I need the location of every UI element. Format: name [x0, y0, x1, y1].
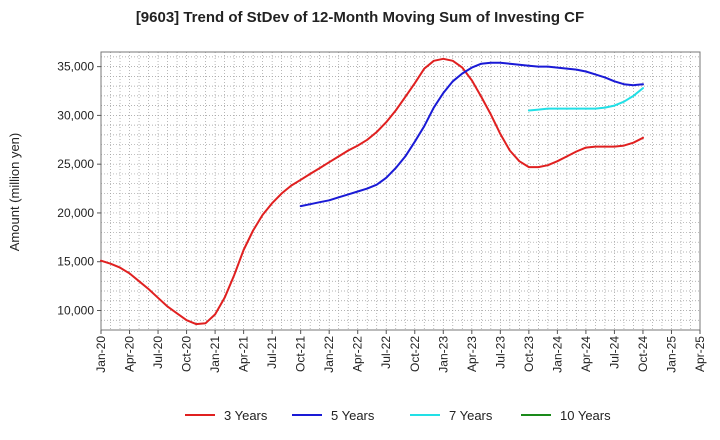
- x-tick-label: Jan-24: [550, 336, 564, 373]
- series-line-7-years: [527, 87, 644, 112]
- y-axis: 10,000 15,000 20,000 25,000 30,000 35,000: [57, 60, 101, 317]
- x-tick-label: Jul-23: [493, 336, 507, 369]
- plot-area: [100, 51, 701, 331]
- series-line-5-years: [299, 61, 644, 208]
- series-line-3-years: [100, 57, 644, 326]
- x-tick-label: Jan-21: [208, 336, 222, 373]
- y-tick-label: 15,000: [57, 255, 94, 269]
- legend-label-10-years: 10 Years: [560, 408, 611, 423]
- x-tick-label: Apr-22: [351, 336, 365, 372]
- y-axis-label: Amount (million yen): [7, 133, 22, 252]
- x-tick-label: Oct-20: [180, 336, 194, 372]
- x-tick-label: Oct-24: [636, 336, 650, 372]
- legend-label-3-years: 3 Years: [224, 408, 268, 423]
- x-axis: Jan-20 Apr-20 Jul-20 Oct-20 Jan-21 Apr-21 Jul-…: [94, 330, 707, 373]
- x-tick-label: Apr-21: [237, 336, 251, 372]
- y-tick-label: 35,000: [57, 60, 94, 74]
- y-tick-label: 25,000: [57, 157, 94, 171]
- x-tick-label: Oct-22: [408, 336, 422, 372]
- legend-label-5-years: 5 Years: [331, 408, 375, 423]
- x-tick-label: Apr-25: [693, 336, 707, 372]
- x-tick-label: Jul-20: [151, 336, 165, 369]
- x-tick-label: Jan-22: [322, 336, 336, 373]
- x-tick-label: Jul-21: [265, 336, 279, 369]
- x-tick-label: Jan-23: [436, 336, 450, 373]
- x-tick-label: Apr-24: [579, 336, 593, 372]
- x-tick-label: Jan-20: [94, 336, 108, 373]
- series-lines: [100, 57, 644, 326]
- y-tick-label: 20,000: [57, 206, 94, 220]
- x-tick-label: Oct-21: [294, 336, 308, 372]
- x-tick-label: Jul-24: [607, 336, 621, 369]
- legend-label-7-years: 7 Years: [449, 408, 493, 423]
- legend: 3 Years 5 Years 7 Years 10 Years: [185, 408, 611, 423]
- x-tick-label: Jul-22: [379, 336, 393, 369]
- chart-title: [9603] Trend of StDev of 12-Month Moving…: [136, 9, 584, 26]
- x-tick-label: Apr-20: [123, 336, 137, 372]
- x-tick-label: Jan-25: [664, 336, 678, 373]
- y-tick-label: 10,000: [57, 303, 94, 317]
- grid: [100, 52, 701, 331]
- y-tick-label: 30,000: [57, 108, 94, 122]
- x-tick-label: Apr-23: [465, 336, 479, 372]
- x-tick-label: Oct-23: [522, 336, 536, 372]
